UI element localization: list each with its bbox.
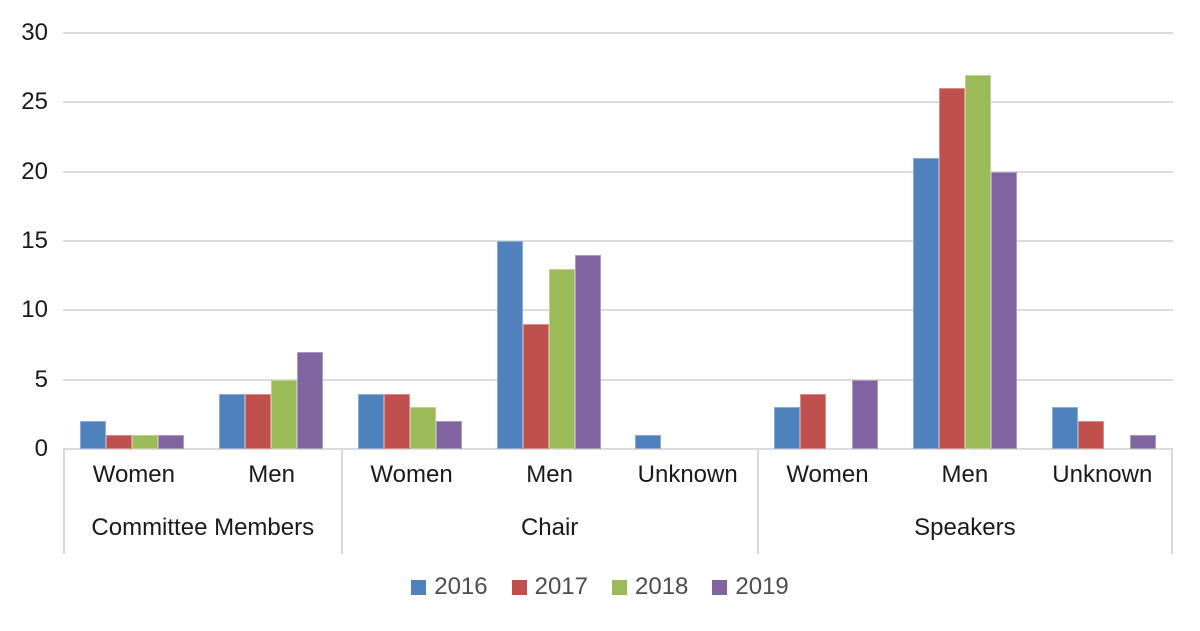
group-label-chair: Chair	[520, 513, 579, 541]
category-label-speakers-women: Women	[786, 461, 869, 488]
bar-2016-committee-members-women	[80, 421, 107, 449]
axis-group-committee-members: Women Men Committee Members	[63, 449, 341, 554]
bar-2016-speakers-unknown	[1051, 407, 1078, 449]
legend-label-2019: 2019	[735, 573, 789, 600]
axis-group-chair: Women Men Unknown Chair	[340, 449, 757, 554]
category-row: Women Men Unknown	[343, 449, 757, 501]
bar-2016-speakers-women	[774, 407, 801, 449]
y-tick-label-0: 0	[34, 435, 48, 462]
gridline-y-25	[63, 101, 1173, 104]
y-axis: 0 5 10 15 20 25 30	[0, 0, 48, 631]
gridline-y-30	[63, 32, 1173, 34]
category-row: Women Men	[65, 449, 341, 501]
axis-group-speakers: Women Men Unknown Speakers	[756, 449, 1173, 554]
y-tick-label-5: 5	[34, 365, 48, 393]
bar-2018-committee-members-men	[271, 379, 298, 449]
legend-swatch-icon	[612, 579, 627, 595]
bar-2019-chair-women	[435, 421, 462, 449]
legend: 2016 2017 2018 2019	[0, 572, 1200, 602]
category-label-speakers-unknown: Unknown	[1052, 461, 1153, 488]
y-tick-label-20: 20	[21, 157, 48, 185]
plot-area	[63, 32, 1173, 450]
bar-2016-chair-men	[496, 241, 523, 449]
bar-2019-chair-men	[574, 254, 601, 449]
category-label-chair-men: Men	[526, 461, 573, 488]
x-axis: Women Men Committee Members Women Men Unknown…	[63, 449, 1173, 554]
legend-swatch-icon	[411, 579, 427, 595]
bar-2016-chair-unknown	[635, 435, 662, 449]
bar-2016-speakers-men	[912, 157, 939, 449]
legend-label-2016: 2016	[434, 573, 488, 600]
gridline-y-10	[63, 309, 1173, 312]
bar-2017-speakers-men	[938, 88, 965, 449]
category-label-committee-members-men: Men	[248, 461, 295, 488]
legend-swatch-icon	[712, 579, 728, 595]
bar-2019-speakers-women	[852, 379, 879, 449]
bar-2019-speakers-men	[990, 171, 1017, 449]
legend-item-2019: 2019	[712, 572, 789, 602]
bar-2019-committee-members-men	[297, 351, 324, 449]
bar-2019-committee-members-women	[158, 435, 185, 449]
group-label-speakers: Speakers	[914, 513, 1016, 541]
bar-2018-committee-members-women	[132, 435, 159, 449]
legend-item-2017: 2017	[511, 572, 588, 602]
category-label-committee-members-women: Women	[92, 461, 175, 488]
group-label-committee-members: Committee Members	[91, 513, 315, 541]
bar-2018-speakers-men	[964, 74, 991, 449]
bar-2016-chair-women	[357, 393, 384, 449]
y-tick-label-30: 30	[21, 19, 48, 46]
bar-2017-committee-members-men	[245, 393, 272, 449]
bar-2017-chair-women	[383, 393, 410, 449]
bar-2017-committee-members-women	[106, 435, 133, 449]
bar-2018-chair-women	[409, 407, 436, 449]
category-label-chair-women: Women	[370, 461, 453, 488]
legend-item-2016: 2016	[411, 572, 488, 602]
legend-label-2017: 2017	[534, 573, 588, 600]
legend-label-2018: 2018	[635, 573, 689, 600]
legend-swatch-icon	[511, 579, 527, 595]
bar-2018-chair-men	[548, 268, 575, 449]
gridline-y-20	[63, 170, 1173, 173]
gridline-y-0	[63, 448, 1173, 450]
y-tick-label-25: 25	[21, 88, 48, 116]
gridline-y-15	[63, 240, 1173, 242]
category-label-speakers-men: Men	[941, 461, 989, 488]
y-tick-label-10: 10	[21, 296, 48, 324]
bar-2016-committee-members-men	[219, 393, 246, 449]
bar-2017-speakers-women	[800, 393, 827, 449]
gridline-y-5	[63, 378, 1173, 381]
bar-2017-chair-men	[522, 324, 549, 449]
y-tick-label-15: 15	[21, 227, 48, 254]
bar-2017-speakers-unknown	[1077, 421, 1104, 449]
legend-item-2018: 2018	[612, 572, 688, 602]
bar-2019-speakers-unknown	[1129, 435, 1156, 449]
category-row: Women Men Unknown	[759, 449, 1171, 501]
category-label-chair-unknown: Unknown	[637, 461, 738, 488]
